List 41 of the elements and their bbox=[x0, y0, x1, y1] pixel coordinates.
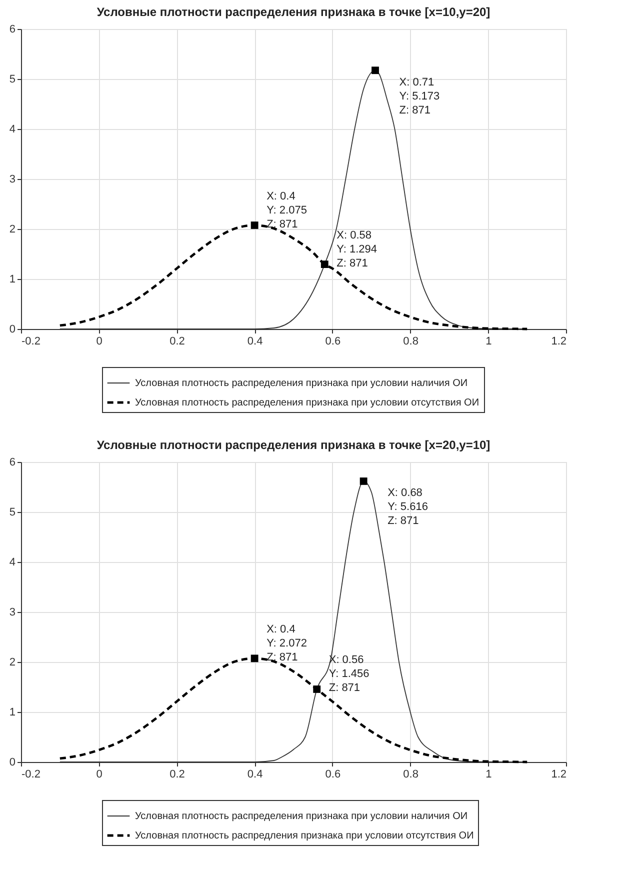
y-tick-label: 5 bbox=[9, 74, 16, 86]
legend-label: Условная плотность распределения признака при условии наличия ОИ bbox=[135, 378, 468, 389]
y-tick-label: 1 bbox=[9, 274, 16, 286]
annotation: X: 0.71 Y: 5.173 Z: 871 bbox=[399, 76, 440, 116]
annotation: X: 0.4 Y: 2.072 Z: 871 bbox=[266, 623, 307, 664]
legend-label: Условная плотность распредления признака при условии отсутствия ОИ bbox=[135, 830, 474, 842]
y-tick-label: 6 bbox=[9, 456, 16, 468]
legend-label: Условная плотность распределения признака при условии наличия ОИ bbox=[135, 811, 468, 822]
x-tick-label: 0.6 bbox=[325, 768, 341, 780]
y-tick-label: 4 bbox=[9, 124, 16, 136]
chart-title: Условные плотности распределения признака в точке [x=20,y=10] bbox=[96, 438, 490, 452]
annotation: X: 0.68 Y: 5.616 Z: 871 bbox=[388, 487, 428, 528]
x-tick-label: 0.2 bbox=[170, 768, 185, 780]
x-tick-label: 1.2 bbox=[551, 336, 566, 348]
x-tick-label: 1.2 bbox=[551, 768, 566, 780]
x-tick-label: 0.8 bbox=[403, 336, 418, 348]
y-tick-label: 0 bbox=[9, 324, 16, 336]
y-tick-label: 3 bbox=[9, 606, 16, 618]
annotation: X: 0.58 Y: 1.294 Z: 871 bbox=[336, 229, 378, 270]
x-tick-label: 0 bbox=[96, 768, 102, 780]
annotation: X: 0.4 Y: 2.075 Z: 871 bbox=[266, 190, 307, 230]
y-tick-label: 6 bbox=[9, 24, 16, 36]
y-tick-label: 2 bbox=[9, 656, 16, 668]
y-tick-label: 0 bbox=[9, 756, 16, 768]
x-tick-label: 1 bbox=[486, 336, 492, 348]
y-tick-label: 2 bbox=[9, 224, 16, 236]
y-tick-label: 4 bbox=[9, 556, 16, 568]
x-tick-label: -0.2 bbox=[22, 768, 40, 780]
x-tick-label: 0.2 bbox=[170, 336, 185, 348]
x-tick-label: 0 bbox=[96, 336, 102, 348]
x-tick-label: 0.4 bbox=[247, 768, 263, 780]
x-tick-label: 1 bbox=[486, 768, 492, 780]
chart-title: Условные плотности распределения признака в точке [x=10,y=20] bbox=[96, 5, 490, 19]
y-tick-label: 1 bbox=[9, 706, 16, 718]
x-tick-label: 0.8 bbox=[403, 768, 418, 780]
x-tick-label: 0.6 bbox=[325, 336, 341, 348]
y-tick-label: 3 bbox=[9, 174, 16, 186]
y-tick-label: 5 bbox=[9, 506, 16, 518]
x-tick-label: -0.2 bbox=[22, 336, 40, 348]
x-tick-label: 0.4 bbox=[247, 336, 263, 348]
legend-label: Условная плотность распределения признака при условии отсутствия ОИ bbox=[135, 398, 480, 408]
